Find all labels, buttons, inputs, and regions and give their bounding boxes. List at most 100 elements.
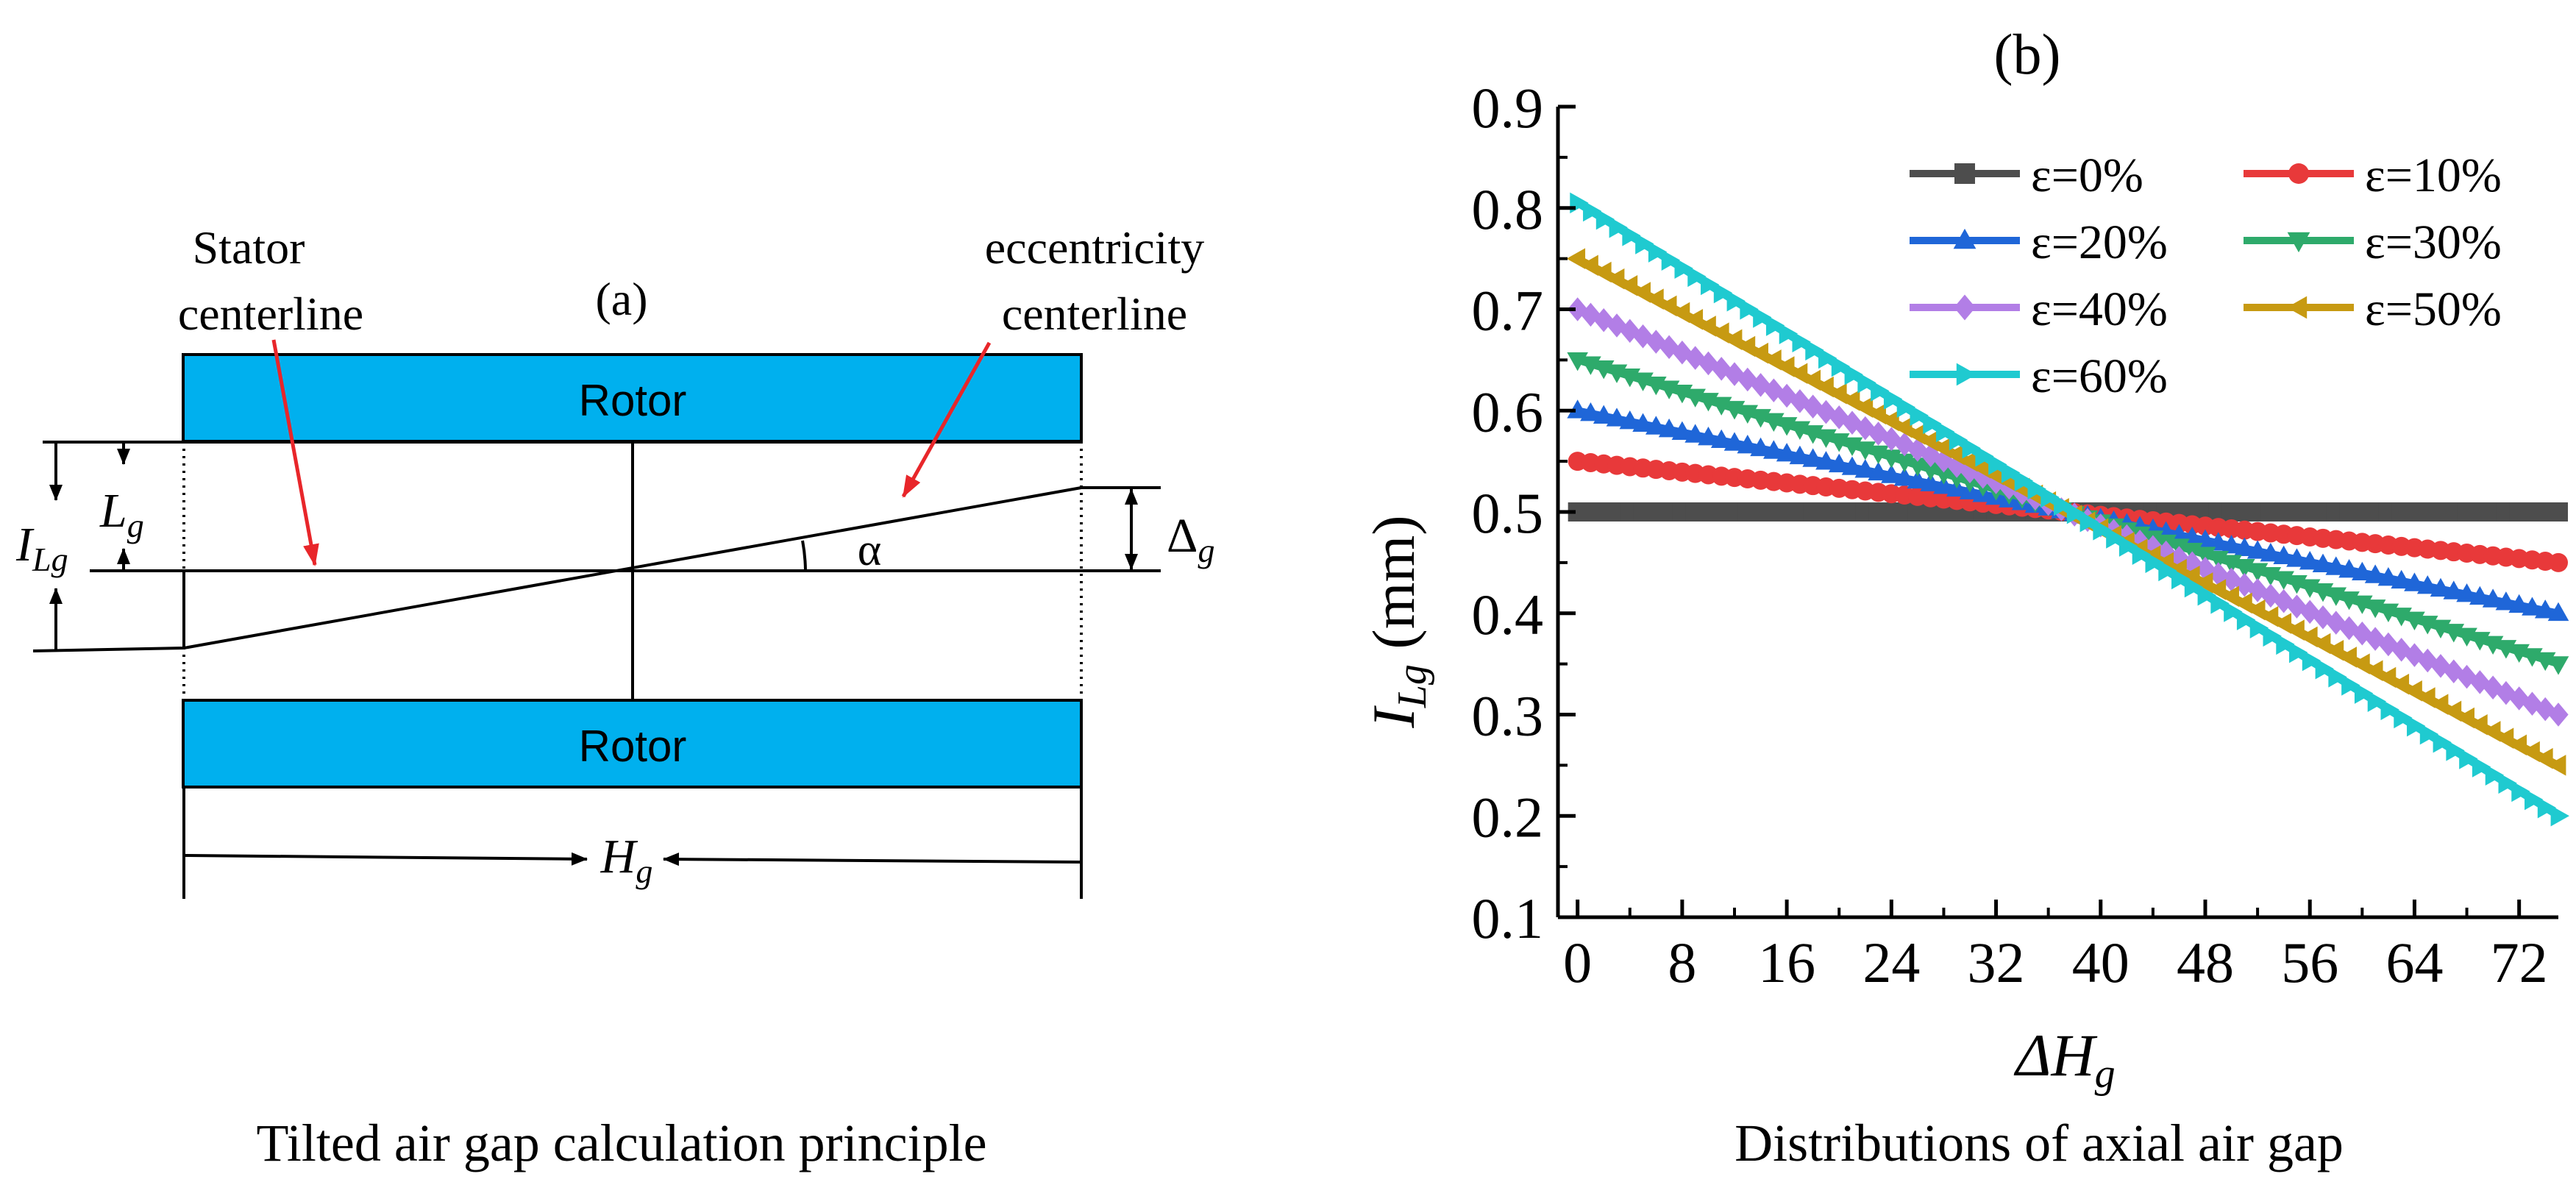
series-marker bbox=[2182, 551, 2202, 576]
series-marker bbox=[1671, 421, 1693, 441]
legend-item-0: ε=0% bbox=[1910, 149, 2143, 202]
legend-label: ε=0% bbox=[2031, 149, 2143, 202]
alpha-arc bbox=[801, 540, 807, 572]
series-marker bbox=[2260, 542, 2282, 562]
series-marker bbox=[1606, 407, 1628, 427]
series-marker bbox=[2548, 702, 2569, 727]
series-marker bbox=[1753, 307, 1772, 328]
series-marker bbox=[1659, 335, 1679, 360]
rotor-bottom bbox=[182, 699, 1083, 789]
x-tick-label: 0 bbox=[1563, 930, 1592, 994]
series-marker bbox=[2194, 572, 2213, 594]
y-tick-label: 0.8 bbox=[1472, 177, 1544, 241]
series-marker bbox=[1776, 383, 1797, 408]
series-marker bbox=[2391, 569, 2412, 589]
series-marker bbox=[2390, 673, 2410, 695]
x-tick-label: 72 bbox=[2491, 930, 2548, 994]
series-marker bbox=[2197, 584, 2216, 606]
diagram-caption: Tilted air gap calculation principle bbox=[256, 1114, 986, 1172]
series-marker bbox=[1698, 351, 1719, 376]
legend-label: ε=30% bbox=[2365, 216, 2502, 269]
series-marker bbox=[1698, 427, 1719, 446]
series-marker bbox=[2001, 462, 2021, 483]
legend-label: ε=60% bbox=[2031, 349, 2168, 403]
series-marker bbox=[1933, 448, 1954, 473]
series-marker bbox=[1648, 241, 1668, 263]
diagram-panel: (a) Stator centerline eccentricity cente… bbox=[15, 221, 1214, 1172]
y-tick-label: 0.2 bbox=[1472, 785, 1544, 849]
L-g-label: Lg bbox=[99, 484, 144, 544]
legend-marker bbox=[2287, 232, 2310, 253]
series-marker bbox=[2534, 747, 2553, 769]
series-marker bbox=[2299, 599, 2320, 624]
series-marker bbox=[2534, 599, 2556, 619]
series-marker bbox=[2483, 675, 2503, 700]
series-marker bbox=[1910, 405, 1929, 427]
chart-title: (b) bbox=[1994, 22, 2061, 86]
series-marker bbox=[1932, 437, 1951, 459]
series-marker bbox=[1828, 453, 1850, 473]
series-marker bbox=[2118, 535, 2138, 557]
series-marker bbox=[1749, 342, 1768, 364]
series-marker bbox=[2469, 670, 2490, 694]
series-marker bbox=[1815, 399, 1837, 424]
y-tick-label: 0.7 bbox=[1472, 279, 1544, 343]
series-marker bbox=[1881, 464, 1902, 483]
x-tick-label: 56 bbox=[2281, 930, 2338, 994]
series-marker bbox=[1713, 282, 1733, 304]
series-marker bbox=[2210, 593, 2230, 614]
series-marker bbox=[1736, 335, 1756, 357]
series-marker bbox=[2338, 647, 2357, 668]
series-marker bbox=[2377, 567, 2399, 586]
series-marker bbox=[2494, 727, 2514, 749]
series-marker bbox=[1661, 249, 1681, 271]
series-marker bbox=[1788, 363, 1808, 385]
series-marker bbox=[2394, 707, 2413, 729]
ecc-label-line2: centerline bbox=[1002, 288, 1187, 340]
legend-marker bbox=[1956, 363, 1977, 386]
series-marker bbox=[1867, 403, 1886, 425]
series-marker bbox=[1737, 435, 1759, 454]
series-marker bbox=[2302, 649, 2321, 672]
series-marker bbox=[1632, 413, 1654, 433]
series-marker bbox=[2416, 687, 2436, 708]
legend-item-6: ε=60% bbox=[1910, 349, 2168, 403]
series-marker bbox=[2312, 633, 2331, 655]
series-marker bbox=[1609, 216, 1628, 238]
series-marker bbox=[1684, 424, 1706, 443]
series-marker bbox=[1971, 458, 1991, 479]
legend-marker bbox=[1954, 294, 1976, 321]
series-marker bbox=[1711, 357, 1732, 381]
series-marker bbox=[1645, 330, 1666, 354]
series-marker bbox=[2446, 740, 2465, 761]
series-marker bbox=[1919, 430, 1939, 452]
series-marker bbox=[2352, 622, 2372, 646]
series-marker bbox=[1658, 419, 1680, 438]
legend-label: ε=50% bbox=[2365, 282, 2502, 336]
legend-marker bbox=[1953, 228, 1977, 249]
series-marker bbox=[1881, 427, 1901, 452]
series-marker bbox=[2341, 674, 2360, 696]
series-marker bbox=[1593, 405, 1615, 424]
series-marker bbox=[1583, 200, 1602, 222]
legend-item-2: ε=20% bbox=[1910, 216, 2168, 269]
legend: ε=0% ε=10% ε=20% ε=30% ε=40% ε=50% ε=60% bbox=[1910, 149, 2502, 403]
series-marker bbox=[1595, 208, 1615, 230]
series-marker bbox=[1779, 323, 1798, 344]
series-marker bbox=[2352, 561, 2373, 581]
series-marker bbox=[2246, 599, 2266, 621]
legend-marker bbox=[1954, 163, 1975, 184]
series-marker bbox=[1894, 432, 1915, 457]
series-marker bbox=[1687, 266, 1707, 288]
series-marker bbox=[1933, 475, 1954, 494]
series-marker bbox=[1645, 288, 1664, 310]
series-marker bbox=[2272, 613, 2292, 634]
series-marker bbox=[2066, 502, 2086, 524]
series-marker bbox=[1710, 429, 1732, 449]
series-marker bbox=[2482, 721, 2501, 742]
series-marker bbox=[2354, 683, 2374, 704]
series-marker bbox=[2093, 519, 2112, 541]
series-marker bbox=[2312, 553, 2334, 573]
series-marker bbox=[1622, 225, 1641, 246]
series-marker bbox=[2338, 559, 2360, 578]
